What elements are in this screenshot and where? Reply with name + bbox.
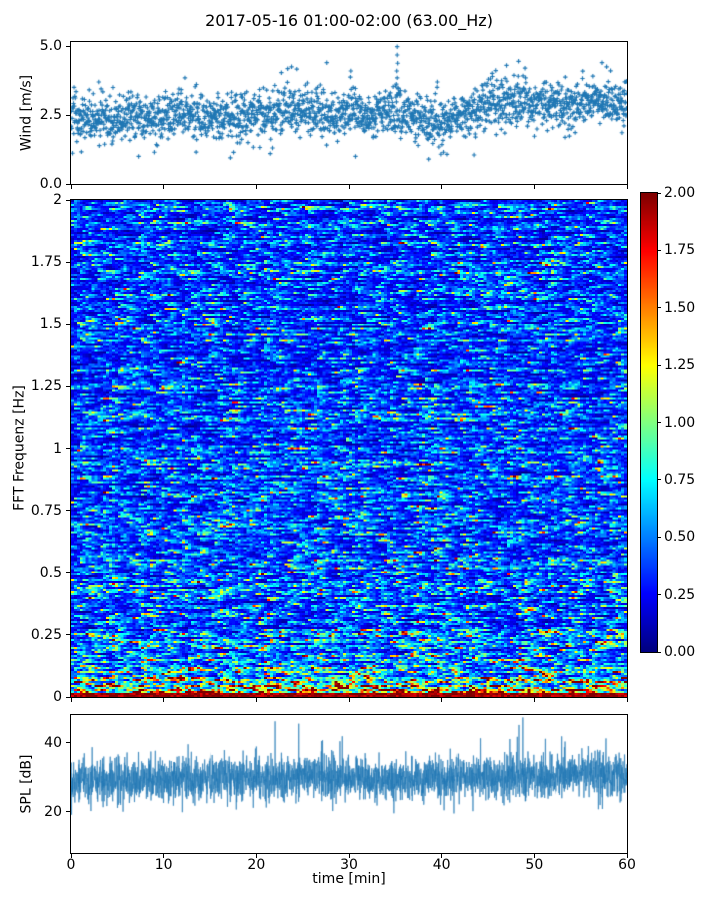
y-tick-mark bbox=[66, 385, 70, 387]
x-tick-mark bbox=[533, 698, 535, 702]
colorbar-tick-mark bbox=[657, 364, 661, 366]
y-tick-mark bbox=[66, 572, 70, 574]
spectrogram-canvas bbox=[71, 200, 627, 697]
y-tick-mark bbox=[66, 261, 70, 263]
y-tick-mark bbox=[66, 510, 70, 512]
y-tick-label: 1.25 bbox=[30, 378, 62, 395]
colorbar-tick-mark bbox=[657, 651, 661, 653]
spl-line-canvas bbox=[71, 715, 627, 853]
y-tick-mark bbox=[66, 448, 70, 449]
y-tick-mark bbox=[66, 811, 70, 813]
colorbar-tick-label: 1.50 bbox=[664, 299, 696, 316]
wind-axes bbox=[70, 41, 628, 185]
y-tick-label: 0 bbox=[53, 689, 62, 705]
colorbar-tick-mark bbox=[657, 536, 661, 538]
y-tick-mark bbox=[66, 183, 70, 185]
x-tick-mark bbox=[163, 698, 165, 702]
x-tick-mark bbox=[163, 854, 165, 858]
colorbar-tick-label: 0.25 bbox=[664, 586, 696, 603]
x-tick-mark bbox=[348, 698, 350, 702]
x-tick-mark bbox=[70, 854, 72, 858]
x-tick-mark bbox=[255, 185, 257, 189]
x-tick-mark bbox=[441, 854, 443, 858]
x-tick-mark bbox=[626, 854, 628, 858]
y-tick-label: 0.0 bbox=[39, 176, 62, 192]
x-axis-label: time [min] bbox=[312, 871, 386, 887]
y-tick-label: 0.75 bbox=[30, 502, 62, 519]
x-tick-label: 20 bbox=[247, 857, 266, 873]
y-tick-mark bbox=[66, 323, 70, 325]
x-tick-mark bbox=[255, 698, 257, 702]
y-tick-label: 2 bbox=[53, 192, 62, 208]
y-tick-label: 5.0 bbox=[39, 38, 62, 55]
y-tick-mark bbox=[66, 696, 70, 698]
colorbar-tick-mark bbox=[657, 422, 661, 423]
y-tick-label: 1.75 bbox=[30, 254, 62, 271]
colorbar-tick-label: 0.50 bbox=[664, 529, 696, 546]
x-tick-mark bbox=[441, 698, 443, 702]
colorbar bbox=[640, 192, 658, 653]
spl-axes bbox=[70, 714, 628, 854]
y-tick-label: 0.25 bbox=[30, 626, 62, 643]
x-tick-mark bbox=[348, 854, 350, 858]
y-tick-label: 2.5 bbox=[39, 107, 62, 124]
y-tick-mark bbox=[66, 634, 70, 636]
x-tick-mark bbox=[533, 185, 535, 189]
x-tick-mark bbox=[70, 185, 72, 189]
spectrogram-axes bbox=[70, 199, 628, 698]
colorbar-tick-label: 0.75 bbox=[664, 471, 696, 488]
colorbar-tick-mark bbox=[657, 479, 661, 481]
x-tick-label: 10 bbox=[154, 857, 173, 873]
colorbar-tick-label: 1.00 bbox=[664, 414, 696, 431]
x-tick-label: 30 bbox=[340, 857, 358, 873]
y-tick-label: 40 bbox=[44, 734, 62, 751]
x-tick-mark bbox=[441, 185, 443, 189]
x-tick-label: 60 bbox=[618, 857, 636, 873]
y-tick-mark bbox=[66, 114, 70, 116]
colorbar-tick-label: 1.75 bbox=[664, 242, 696, 259]
colorbar-tick-label: 0.00 bbox=[664, 644, 696, 660]
x-tick-mark bbox=[533, 854, 535, 858]
y-tick-mark bbox=[66, 45, 70, 47]
x-tick-mark bbox=[348, 185, 350, 189]
y-tick-label: 1.5 bbox=[39, 316, 62, 333]
figure-title: 2017-05-16 01:00-02:00 (63.00_Hz) bbox=[205, 11, 493, 30]
y-tick-mark bbox=[66, 199, 70, 201]
colorbar-canvas bbox=[641, 193, 657, 652]
x-tick-mark bbox=[255, 854, 257, 858]
x-tick-mark bbox=[626, 698, 628, 702]
colorbar-tick-mark bbox=[657, 192, 661, 194]
x-tick-label: 40 bbox=[432, 857, 451, 873]
colorbar-tick-mark bbox=[657, 249, 661, 251]
y-tick-label: 1 bbox=[53, 440, 62, 457]
x-tick-label: 0 bbox=[66, 857, 76, 873]
colorbar-tick-mark bbox=[657, 307, 661, 309]
wind-scatter-canvas bbox=[71, 42, 627, 184]
x-tick-label: 50 bbox=[525, 857, 544, 873]
y-tick-mark bbox=[66, 742, 70, 744]
y-tick-label: 20 bbox=[44, 803, 62, 820]
y-tick-label: 0.5 bbox=[39, 564, 62, 581]
x-tick-mark bbox=[163, 185, 165, 189]
colorbar-tick-mark bbox=[657, 594, 661, 596]
colorbar-tick-label: 1.25 bbox=[664, 357, 696, 374]
colorbar-tick-label: 2.00 bbox=[664, 185, 696, 201]
x-tick-mark bbox=[626, 185, 628, 189]
x-tick-mark bbox=[70, 698, 72, 702]
